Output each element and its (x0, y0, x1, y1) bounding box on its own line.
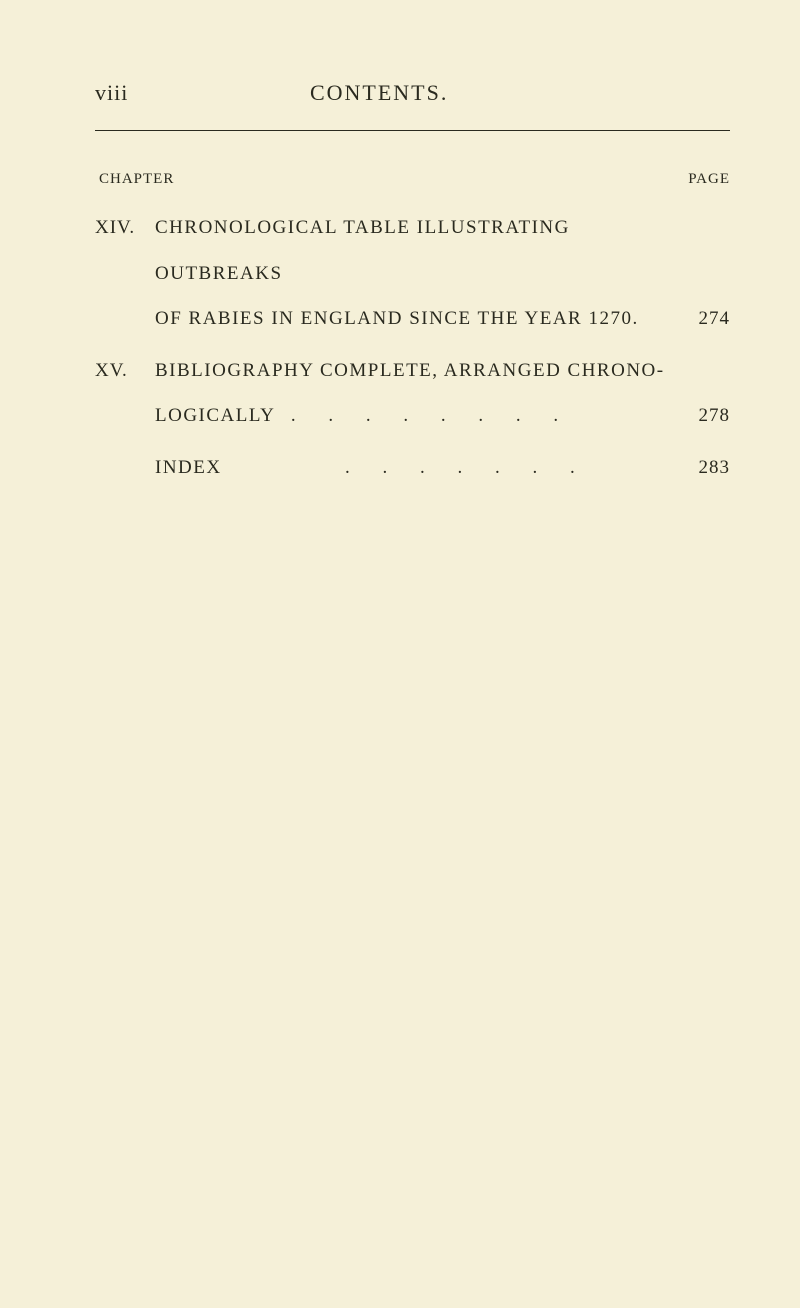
entry-page-number: 278 (670, 393, 730, 439)
horizontal-rule (95, 130, 730, 131)
entry-line-2: LOGICALLY . . . . . . . . 278 (155, 393, 730, 439)
leader-dots: . . . . . . . (335, 445, 670, 491)
leader-dots: . . . . . . . . (281, 405, 572, 426)
toc-entry: XIV. CHRONOLOGICAL TABLE ILLUSTRATING OU… (95, 205, 730, 342)
entry-page-number: 283 (670, 445, 730, 491)
chapter-label: CHAPTER (95, 161, 174, 197)
page-title: CONTENTS. (310, 80, 448, 106)
header-row: viii CONTENTS. (95, 80, 730, 106)
entry-text: OF RABIES IN ENGLAND SINCE THE YEAR 1270… (155, 296, 670, 342)
entry-text: CHRONOLOGICAL TABLE ILLUSTRATING OUTBREA… (155, 205, 670, 296)
entry-line-1: BIBLIOGRAPHY COMPLETE, ARRANGED CHRONO- (155, 348, 730, 394)
entry-page-number: 274 (670, 296, 730, 342)
entry-text-word: LOGICALLY (155, 405, 275, 426)
entry-body: BIBLIOGRAPHY COMPLETE, ARRANGED CHRONO- … (155, 348, 730, 439)
entry-text: BIBLIOGRAPHY COMPLETE, ARRANGED CHRONO- (155, 348, 670, 394)
page-number-top: viii (95, 80, 128, 106)
toc-entry-index: INDEX . . . . . . . 283 (95, 445, 730, 491)
entry-line-1: CHRONOLOGICAL TABLE ILLUSTRATING OUTBREA… (155, 205, 730, 296)
index-line: INDEX . . . . . . . 283 (155, 445, 730, 491)
entry-text: LOGICALLY . . . . . . . . (155, 393, 670, 439)
entry-body: CHRONOLOGICAL TABLE ILLUSTRATING OUTBREA… (155, 205, 730, 342)
page-label: PAGE (688, 161, 730, 197)
page-container: viii CONTENTS. CHAPTER PAGE XIV. CHRONOL… (0, 0, 800, 1308)
toc-entry: XV. BIBLIOGRAPHY COMPLETE, ARRANGED CHRO… (95, 348, 730, 439)
entry-line-2: OF RABIES IN ENGLAND SINCE THE YEAR 1270… (155, 296, 730, 342)
chapter-number: XIV. (95, 205, 155, 251)
index-label: INDEX (155, 445, 335, 491)
column-labels: CHAPTER PAGE (95, 161, 730, 197)
chapter-number: XV. (95, 348, 155, 394)
entry-body: INDEX . . . . . . . 283 (155, 445, 730, 491)
contents-area: CHAPTER PAGE XIV. CHRONOLOGICAL TABLE IL… (95, 161, 730, 491)
